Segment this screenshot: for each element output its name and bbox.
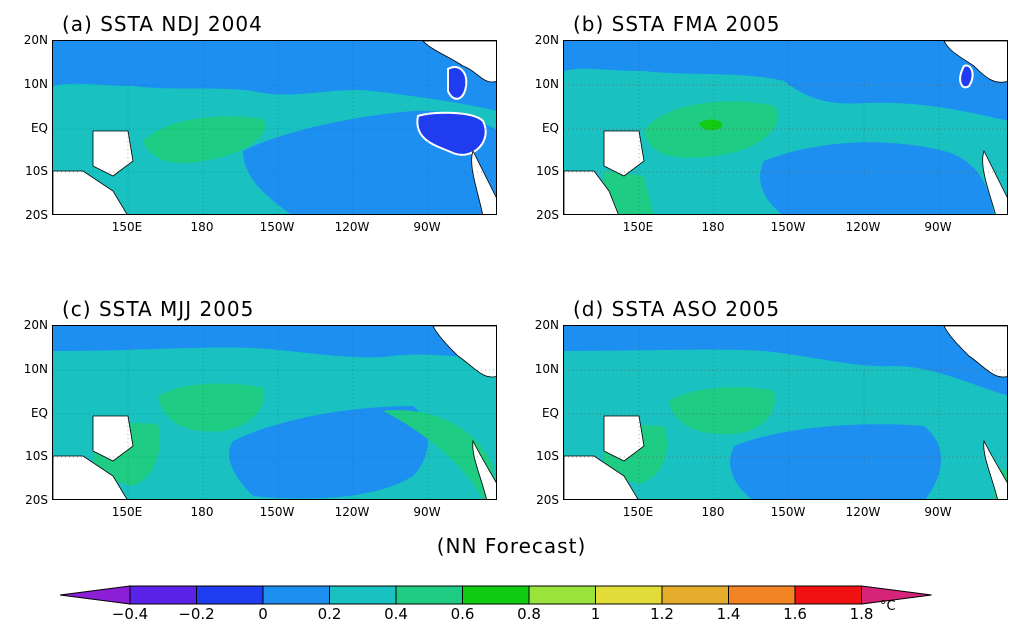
lon-label: 150W [770, 220, 806, 234]
lat-label: 10S [25, 449, 48, 463]
panel-d: (d) SSTA ASO 2005 20N 10N EQ 10S 20S 150… [535, 297, 1023, 540]
colorbar-segment [395, 585, 463, 605]
colorbar-tick-label: 1.2 [650, 605, 674, 623]
colorbar-tick-label: 0.2 [317, 605, 342, 623]
lat-label: 20S [536, 493, 559, 507]
lon-label: 150W [770, 505, 806, 519]
panel-c: (c) SSTA MJJ 2005 20N 10N EQ 10S 20S 150… [24, 297, 512, 540]
colorbar-segment [794, 585, 862, 605]
colorbar-tick-label: 0 [258, 605, 268, 623]
colorbar-segment [728, 585, 796, 605]
lat-label: 20S [536, 208, 559, 222]
colorbar-segment [329, 585, 397, 605]
lon-label: 180 [701, 505, 725, 519]
lon-label: 90W [413, 505, 441, 519]
lon-label: 150E [111, 220, 143, 234]
lat-label: 10S [25, 164, 48, 178]
panel-a: (a) SSTA NDJ 2004 20N 10N [24, 12, 512, 255]
colorbar-tick-label: 0.6 [450, 605, 475, 623]
lat-label: 20N [534, 318, 559, 332]
colorbar-segment [528, 585, 596, 605]
ssta-map-d [564, 326, 1007, 499]
colorbar-strip [59, 585, 932, 605]
lat-label: 20N [23, 318, 48, 332]
lat-label: 10N [23, 362, 48, 376]
colorbar-tick-label: −0.2 [178, 605, 215, 623]
lat-label: 10N [534, 362, 559, 376]
ssta-map-a [53, 41, 496, 214]
colorbar-segment [262, 585, 330, 605]
panel-title: (c) SSTA MJJ 2005 [62, 297, 255, 321]
lat-label: EQ [541, 121, 559, 135]
lon-label: 120W [845, 505, 881, 519]
colorbar-tick-label: 0.8 [517, 605, 541, 623]
lat-label: 10S [536, 164, 559, 178]
lon-label: 90W [413, 220, 441, 234]
ssta-map-c [53, 326, 496, 499]
colorbar-segment [196, 585, 264, 605]
lon-label: 180 [701, 220, 725, 234]
map-frame [52, 40, 497, 215]
lon-label: 120W [845, 220, 881, 234]
map-frame [563, 40, 1008, 215]
lat-label: 20N [23, 33, 48, 47]
figure-caption: (NN Forecast) [436, 534, 587, 558]
colorbar-tick-label: 0.4 [384, 605, 408, 623]
lon-label: 180 [190, 220, 214, 234]
lon-label: 90W [924, 220, 952, 234]
colorbar-segment [595, 585, 663, 605]
lat-label: 10N [534, 77, 559, 91]
panel-title: (d) SSTA ASO 2005 [573, 297, 781, 321]
colorbar-tick-label: 1.6 [783, 605, 807, 623]
map-frame [563, 325, 1008, 500]
lon-label: 90W [924, 505, 952, 519]
colorbar-segment [462, 585, 530, 605]
panel-title: (b) SSTA FMA 2005 [573, 12, 781, 36]
colorbar-tick-label: −0.4 [111, 605, 149, 623]
lon-label: 150E [111, 505, 143, 519]
lat-label: 20S [25, 208, 48, 222]
lon-label: 150W [259, 505, 295, 519]
lat-label: 10S [536, 449, 559, 463]
lat-label: 20S [25, 493, 48, 507]
colorbar-tick-label: 1 [590, 605, 601, 623]
colorbar-arrow-left [59, 585, 131, 605]
colorbar-segment [661, 585, 729, 605]
colorbar: °C −0.4 −0.2 0 0.2 0.4 0.6 0.8 1 1.2 1.4 1.6 1.8 [59, 583, 950, 633]
lat-label: 20N [534, 33, 559, 47]
lon-label: 150W [259, 220, 295, 234]
lon-label: 150E [622, 220, 654, 234]
lon-label: 120W [334, 505, 370, 519]
lat-label: EQ [541, 406, 559, 420]
panel-b: (b) SSTA FMA 2005 20N 10N EQ 10S 20S 150… [535, 12, 1023, 255]
map-frame [52, 325, 497, 500]
colorbar-tick-label: 1.4 [716, 605, 741, 623]
lat-label: EQ [30, 121, 48, 135]
colorbar-tick-label: 1.8 [849, 605, 874, 623]
colorbar-arrow-right [861, 585, 932, 605]
lat-label: EQ [30, 406, 48, 420]
lon-label: 180 [190, 505, 214, 519]
lon-label: 150E [622, 505, 654, 519]
lon-label: 120W [334, 220, 370, 234]
ssta-map-b [564, 41, 1007, 214]
lat-label: 10N [23, 77, 48, 91]
colorbar-segment [129, 585, 197, 605]
colorbar-unit: °C [880, 599, 896, 614]
panel-title: (a) SSTA NDJ 2004 [62, 12, 263, 36]
